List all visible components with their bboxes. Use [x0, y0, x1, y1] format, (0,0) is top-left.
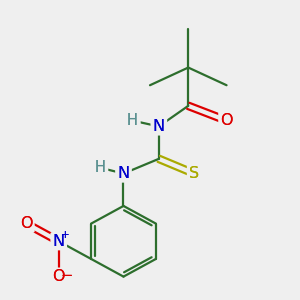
Text: O: O	[220, 113, 233, 128]
Text: N: N	[53, 234, 65, 249]
Text: O: O	[20, 216, 33, 231]
Text: N: N	[117, 166, 130, 181]
Text: H: H	[94, 160, 105, 175]
Text: N: N	[53, 234, 65, 249]
Text: O: O	[52, 269, 65, 284]
Text: N: N	[152, 119, 166, 134]
Text: N: N	[117, 166, 130, 181]
Text: N: N	[153, 119, 165, 134]
Text: N: N	[117, 166, 130, 181]
Text: N: N	[153, 119, 165, 134]
Text: +: +	[61, 230, 70, 240]
Text: H: H	[93, 160, 107, 175]
Text: S: S	[188, 166, 200, 181]
Text: O: O	[220, 113, 233, 128]
Text: S: S	[189, 166, 199, 181]
Text: H: H	[127, 113, 138, 128]
Text: H: H	[126, 113, 139, 128]
Text: −: −	[61, 268, 73, 283]
Text: N: N	[52, 234, 65, 249]
Text: S: S	[189, 166, 199, 181]
Text: +: +	[61, 230, 70, 240]
Text: H: H	[94, 160, 105, 175]
Text: O: O	[52, 269, 65, 284]
Text: O: O	[220, 113, 233, 128]
Text: O: O	[52, 269, 65, 284]
Text: −: −	[61, 268, 73, 283]
Text: O: O	[20, 216, 33, 231]
Text: H: H	[127, 113, 138, 128]
Text: O: O	[20, 216, 33, 231]
